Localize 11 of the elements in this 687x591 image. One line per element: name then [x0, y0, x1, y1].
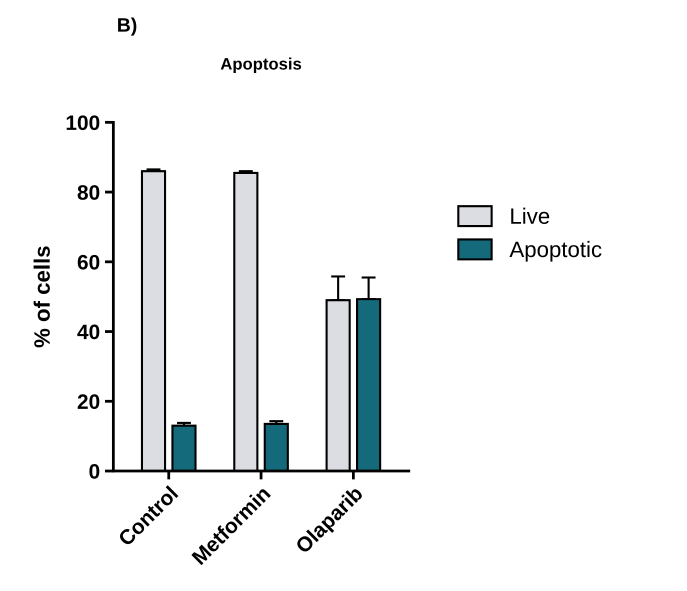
- legend-label: Apoptotic: [509, 240, 602, 262]
- y-tick-label: 80: [78, 185, 100, 200]
- y-tick-label: 0: [89, 464, 100, 479]
- chart-title: Apoptosis: [220, 57, 302, 74]
- text: B): [118, 18, 136, 36]
- y-tick-label: 20: [78, 394, 100, 410]
- y-tick-label: 100: [66, 115, 100, 130]
- y-tick-label: 60: [78, 254, 100, 270]
- legend-label: Live: [511, 208, 550, 224]
- y-axis-title: % of cells: [34, 246, 50, 348]
- y-tick-label: 40: [77, 324, 100, 340]
